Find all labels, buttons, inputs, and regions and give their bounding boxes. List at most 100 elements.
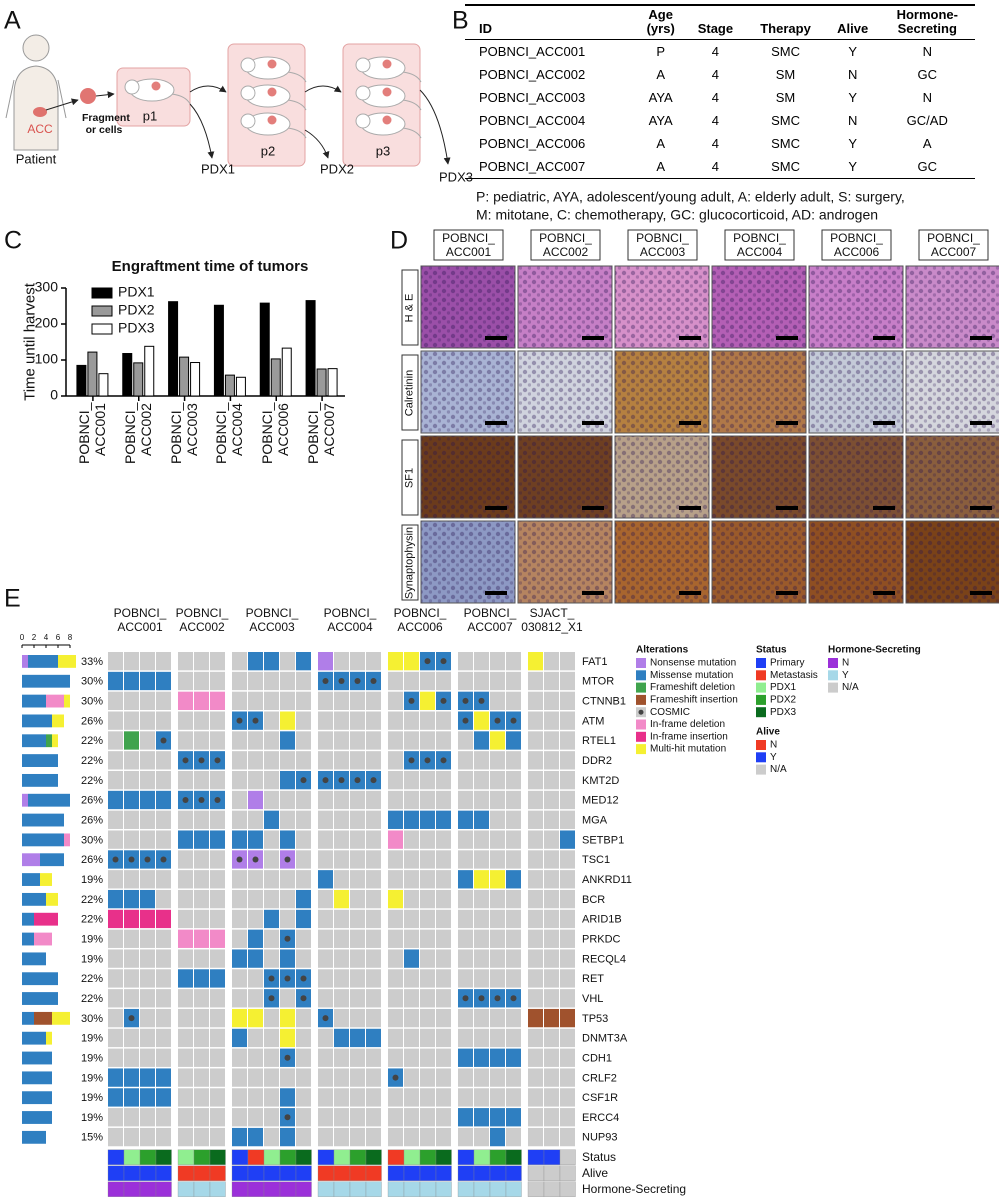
alteration-cell (296, 889, 311, 909)
empty-cell (544, 1088, 559, 1107)
passage-label: p2 (261, 143, 275, 158)
mouse-tail (171, 93, 191, 105)
alteration-cell (474, 711, 489, 730)
track-cell (123, 1181, 141, 1197)
empty-cell (124, 691, 139, 710)
legend-title: Alive (756, 727, 780, 738)
table-cell: SMC (771, 113, 800, 129)
sample-name: POBNCI_ ACC006 (393, 606, 447, 634)
empty-cell (334, 1048, 349, 1067)
alteration-cell (124, 731, 139, 750)
empty-cell (560, 711, 575, 730)
empty-cell (458, 1068, 473, 1087)
empty-cell (178, 889, 193, 909)
track-cell (295, 1181, 312, 1197)
gene-name: MGA (582, 814, 608, 826)
frequency-bar (52, 714, 64, 728)
mouse-head (355, 85, 371, 101)
empty-cell (560, 691, 575, 710)
legend-swatch (756, 694, 766, 705)
gene-name: TSC1 (582, 854, 610, 866)
empty-cell (474, 889, 489, 909)
empty-cell (474, 1088, 489, 1107)
alteration-cell (194, 929, 209, 948)
empty-cell (350, 1048, 365, 1067)
empty-cell (264, 889, 279, 909)
empty-cell (560, 929, 575, 948)
empty-cell (490, 671, 505, 691)
histology-texture (421, 436, 515, 518)
legend-label: Y (770, 752, 777, 763)
empty-cell (528, 909, 543, 929)
empty-cell (264, 850, 279, 869)
empty-cell (178, 1108, 193, 1127)
column-header: Age (yrs) (635, 4, 686, 41)
empty-cell (420, 790, 435, 810)
empty-cell (544, 731, 559, 750)
cosmic-dot (284, 975, 291, 982)
empty-cell (140, 810, 155, 829)
empty-cell (544, 671, 559, 691)
empty-cell (528, 850, 543, 869)
cosmic-dot (112, 856, 119, 863)
empty-cell (264, 711, 279, 730)
track-cell (295, 1165, 312, 1181)
empty-cell (404, 909, 419, 929)
empty-cell (528, 810, 543, 829)
cosmic-dot (440, 658, 447, 665)
histology-texture (615, 436, 709, 518)
table-cell: 4 (711, 90, 720, 106)
empty-cell (334, 830, 349, 849)
empty-cell (232, 731, 247, 750)
empty-cell (264, 929, 279, 948)
empty-cell (232, 969, 247, 988)
frequency-bar (22, 853, 40, 867)
cosmic-dot (252, 717, 259, 724)
empty-cell (544, 949, 559, 968)
legend-title: Hormone-Secreting (828, 645, 921, 656)
empty-cell (280, 870, 295, 889)
empty-cell (318, 850, 333, 869)
track-cell (317, 1181, 335, 1197)
sample-header-box (530, 229, 601, 261)
empty-cell (156, 830, 171, 849)
gene-percent: 26% (81, 795, 103, 807)
sample-header-box (627, 229, 698, 261)
empty-cell (232, 691, 247, 710)
empty-cell (264, 1068, 279, 1087)
empty-cell (140, 870, 155, 889)
gene-percent: 26% (81, 814, 103, 826)
clinical-table: ID Age (yrs) Stage Therapy Alive Hormone- Sec… (465, 4, 975, 180)
bar (305, 300, 316, 397)
alteration-cell (108, 1088, 123, 1107)
track-cell (435, 1181, 452, 1197)
empty-cell (458, 790, 473, 810)
empty-cell (296, 671, 311, 691)
empty-cell (436, 949, 451, 968)
gene-name: MTOR (582, 676, 614, 688)
alteration-cell (544, 1008, 559, 1028)
empty-cell (474, 1028, 489, 1048)
table-row: POBNCI_ACC002 A 4 SM N GC (465, 63, 975, 86)
alteration-cell (366, 1028, 381, 1048)
table-cell: A (922, 136, 932, 152)
alteration-cell (178, 830, 193, 849)
mouse-tumor (151, 81, 161, 91)
empty-cell (280, 1068, 295, 1087)
track-cell (435, 1149, 452, 1165)
frequency-bar (22, 992, 58, 1005)
empty-cell (124, 1048, 139, 1067)
stain-label: Synaptophysin (403, 526, 416, 599)
empty-cell (210, 1127, 225, 1147)
bar (235, 376, 246, 397)
histology-texture (712, 521, 806, 603)
cosmic-dot (284, 1114, 291, 1121)
alteration-cell (506, 731, 521, 750)
cosmic-dot (322, 677, 329, 684)
cosmic-dot (198, 796, 205, 803)
empty-cell (420, 731, 435, 750)
empty-cell (108, 731, 123, 750)
empty-cell (474, 909, 489, 929)
frequency-bar (22, 1130, 46, 1144)
